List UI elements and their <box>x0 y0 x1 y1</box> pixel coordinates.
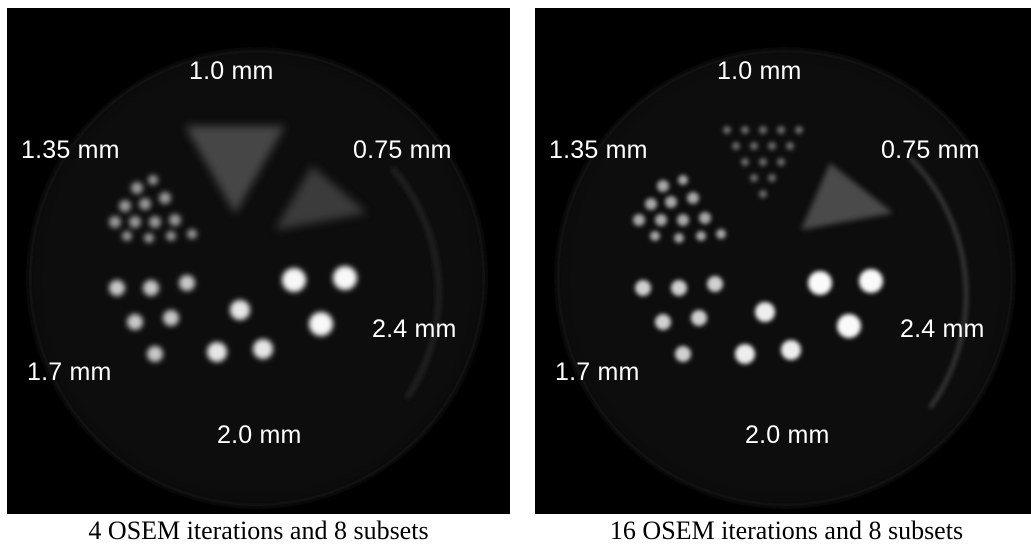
rod-sector-1-7mm <box>635 276 723 362</box>
phantom-reconstruction-left <box>28 49 486 507</box>
rod-label-2-4mm: 2.4 mm <box>372 315 457 343</box>
phantom-image-left: 1.0 mm 1.35 mm 0.75 mm 2.4 mm 1.7 mm 2.0… <box>7 8 510 514</box>
rod-label-2-0mm: 2.0 mm <box>217 421 302 449</box>
phantom-image-right: 1.0 mm 1.35 mm 0.75 mm 2.4 mm 1.7 mm 2.0… <box>535 8 1031 514</box>
rod-sector-2-0mm <box>735 302 801 364</box>
rod-label-2-0mm: 2.0 mm <box>745 421 830 449</box>
rod-label-1-35mm: 1.35 mm <box>21 136 120 164</box>
rod-label-0-75mm: 0.75 mm <box>881 136 980 164</box>
rod-sector-0-75mm <box>801 163 893 230</box>
rod-sector-2-4mm <box>282 266 357 336</box>
caption-left: 4 OSEM iterations and 8 subsets <box>88 516 429 545</box>
rod-label-1-7mm: 1.7 mm <box>27 358 112 386</box>
rod-sector-0-75mm <box>275 166 367 230</box>
rod-label-1-7mm: 1.7 mm <box>555 358 640 386</box>
rod-sector-2-0mm <box>207 300 273 362</box>
caption-right: 16 OSEM iterations and 8 subsets <box>609 516 964 545</box>
rod-sector-1-7mm <box>109 275 195 362</box>
rod-label-1-35mm: 1.35 mm <box>549 136 648 164</box>
rod-sector-1-35mm <box>633 175 726 243</box>
rod-label-2-4mm: 2.4 mm <box>900 315 985 343</box>
rod-label-1-0mm: 1.0 mm <box>189 57 274 85</box>
rod-label-0-75mm: 0.75 mm <box>353 136 452 164</box>
rod-sector-1-35mm <box>109 175 197 243</box>
rod-sector-1-0mm <box>723 126 803 198</box>
rod-sector-1-0mm <box>185 126 285 214</box>
phantom-reconstruction-right <box>556 49 1014 507</box>
rod-sector-2-4mm <box>808 269 883 338</box>
rod-label-1-0mm: 1.0 mm <box>717 57 802 85</box>
